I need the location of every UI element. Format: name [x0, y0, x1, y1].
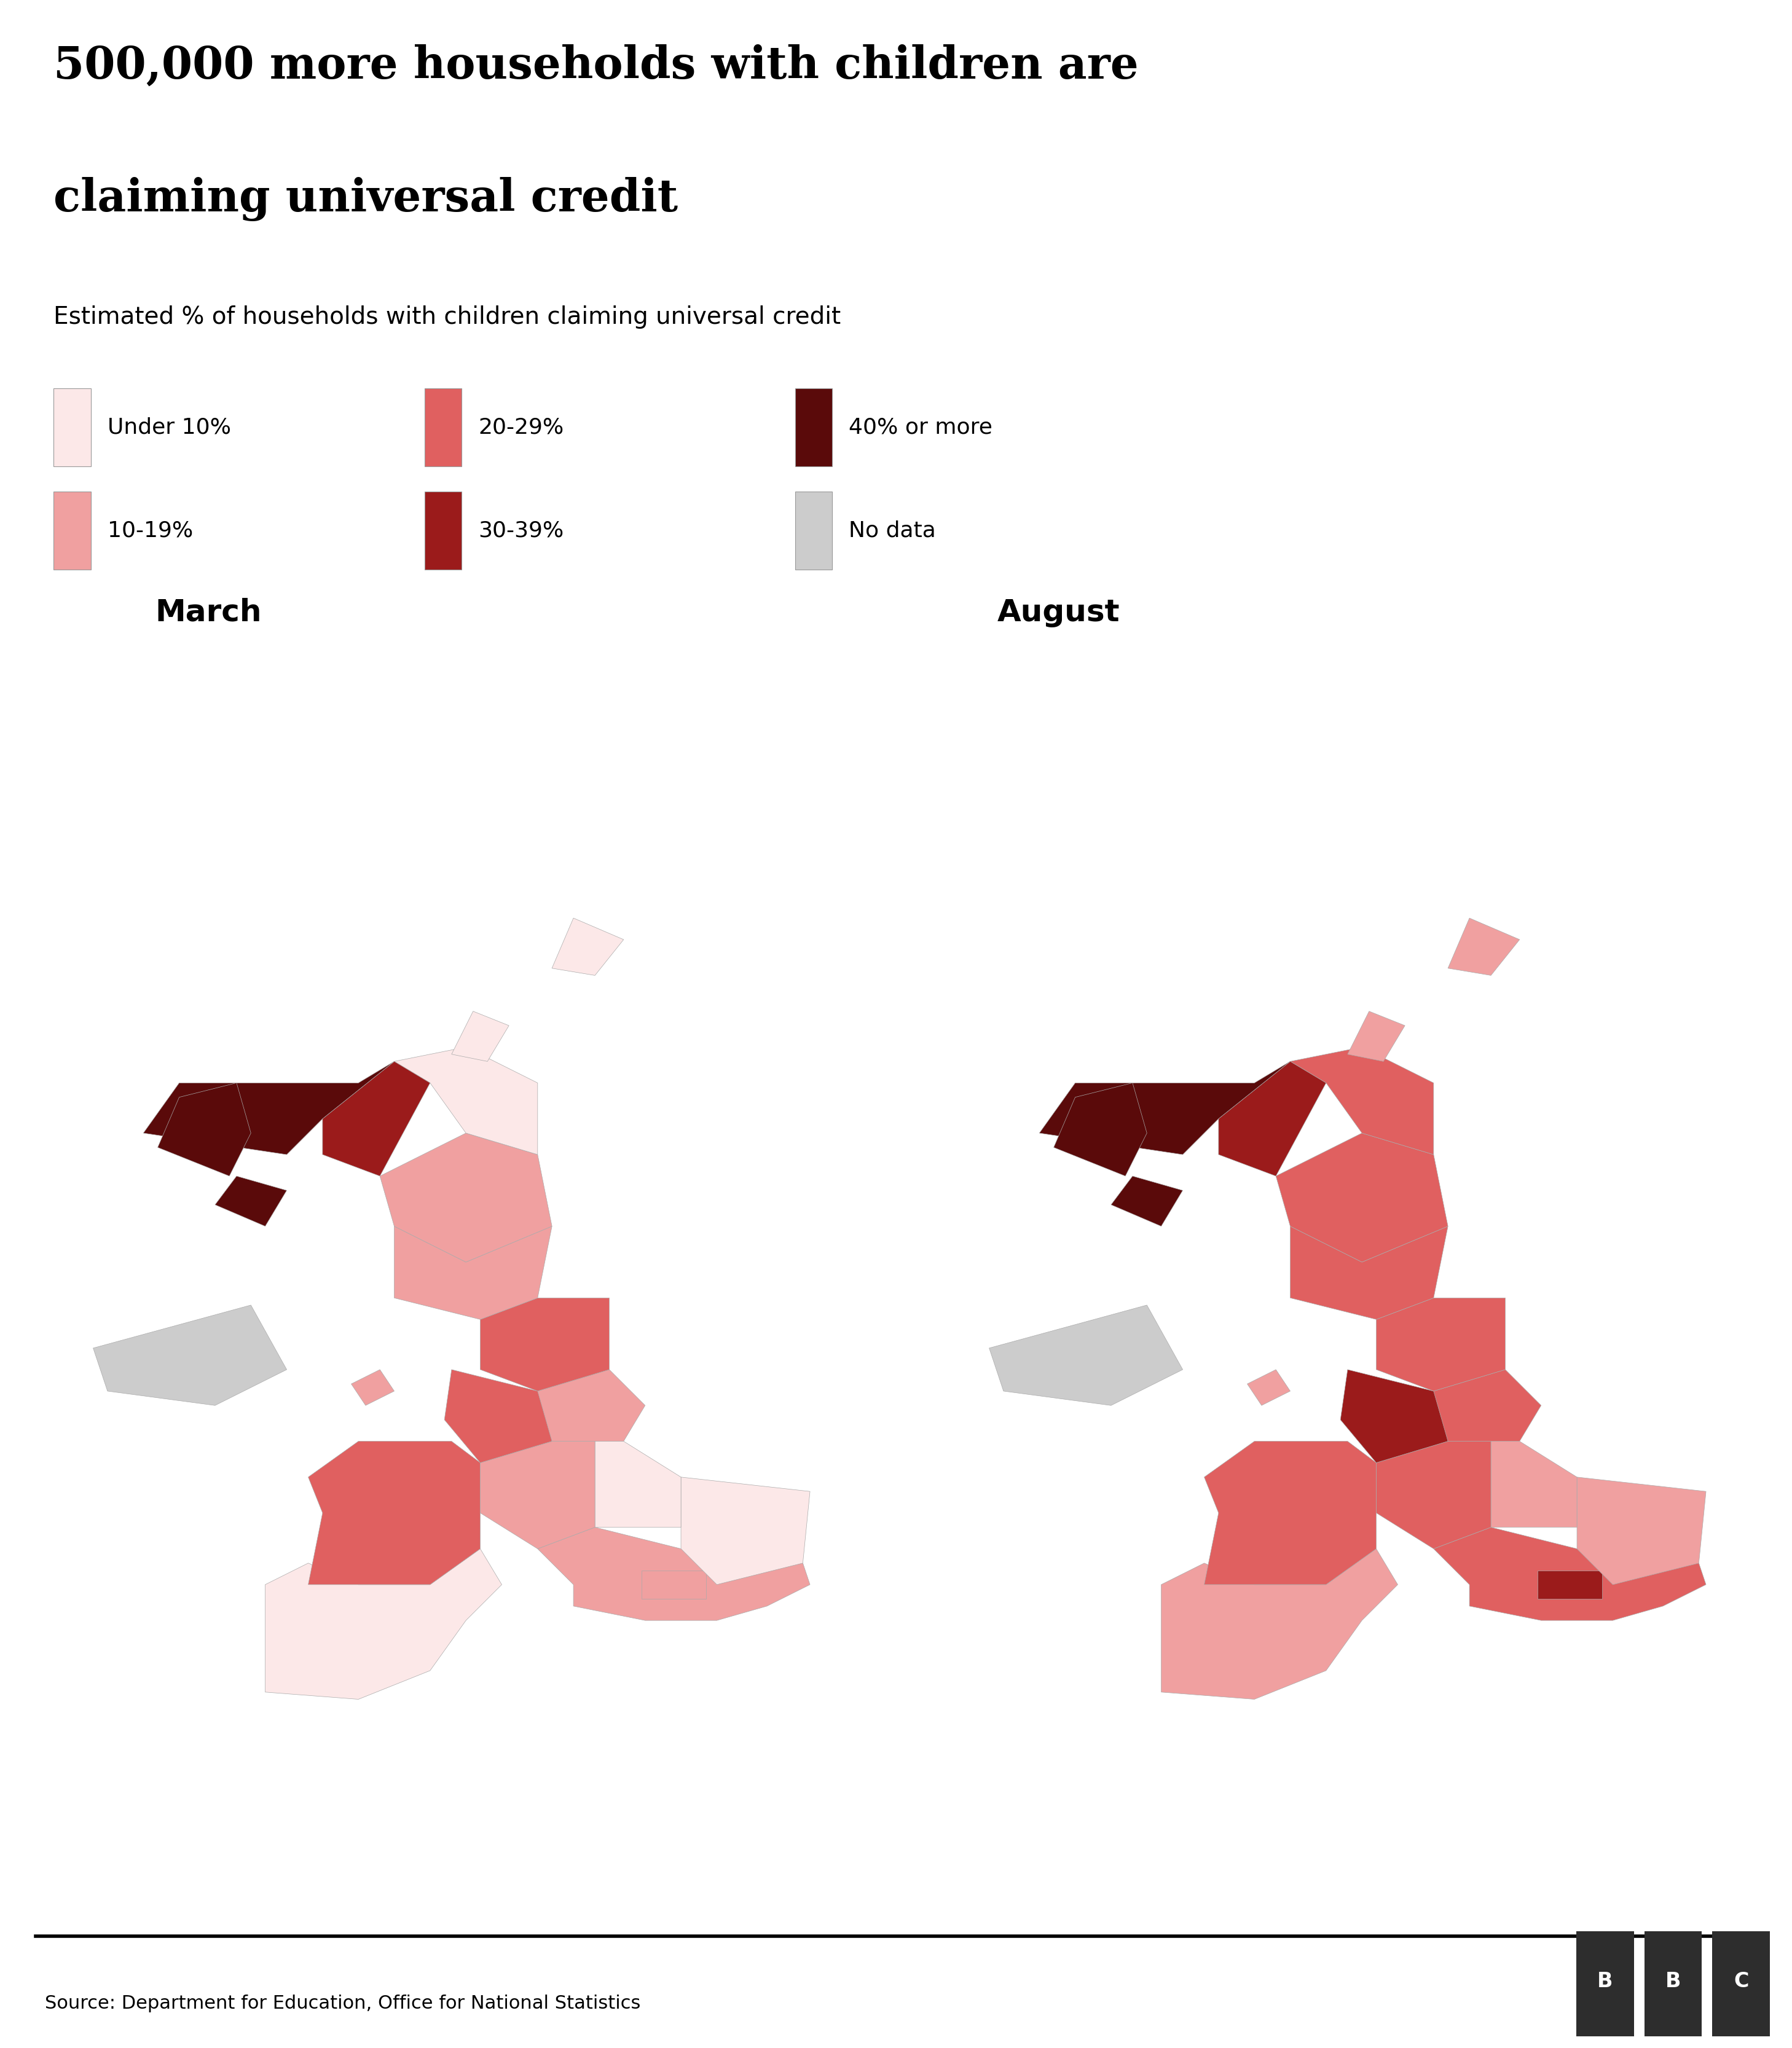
Polygon shape — [1448, 918, 1520, 975]
Polygon shape — [1290, 1227, 1448, 1319]
Polygon shape — [444, 1370, 552, 1462]
Polygon shape — [1340, 1370, 1448, 1462]
Polygon shape — [1161, 1548, 1398, 1700]
Polygon shape — [265, 1548, 502, 1700]
Polygon shape — [380, 1133, 552, 1262]
Polygon shape — [1348, 1012, 1405, 1061]
Polygon shape — [538, 1528, 810, 1620]
Text: 10-19%: 10-19% — [108, 520, 194, 541]
Polygon shape — [1054, 1083, 1147, 1176]
FancyBboxPatch shape — [54, 389, 91, 467]
FancyBboxPatch shape — [1577, 1931, 1634, 2036]
Polygon shape — [1219, 1061, 1326, 1176]
Text: Estimated % of households with children claiming universal credit: Estimated % of households with children … — [54, 305, 840, 328]
Polygon shape — [1376, 1298, 1505, 1391]
Text: No data: No data — [849, 520, 935, 541]
Polygon shape — [394, 1047, 538, 1155]
Polygon shape — [323, 1061, 430, 1176]
Text: Source: Department for Education, Office for National Statistics: Source: Department for Education, Office… — [45, 1995, 640, 2013]
Text: 30-39%: 30-39% — [478, 520, 564, 541]
Polygon shape — [681, 1477, 810, 1585]
Polygon shape — [1434, 1528, 1706, 1620]
FancyBboxPatch shape — [425, 389, 461, 467]
Polygon shape — [1290, 1047, 1434, 1155]
Polygon shape — [1039, 1061, 1290, 1155]
Polygon shape — [1111, 1176, 1183, 1227]
Text: 500,000 more households with children are: 500,000 more households with children ar… — [54, 43, 1140, 88]
FancyBboxPatch shape — [1713, 1931, 1770, 2036]
Polygon shape — [308, 1442, 480, 1585]
Polygon shape — [1276, 1133, 1448, 1262]
Polygon shape — [1491, 1442, 1577, 1528]
Polygon shape — [1577, 1477, 1706, 1585]
Polygon shape — [595, 1442, 681, 1528]
FancyBboxPatch shape — [425, 492, 461, 569]
Polygon shape — [93, 1305, 287, 1405]
Polygon shape — [538, 1370, 645, 1442]
Polygon shape — [1247, 1370, 1290, 1405]
FancyBboxPatch shape — [54, 492, 91, 569]
Polygon shape — [351, 1370, 394, 1405]
FancyBboxPatch shape — [796, 492, 831, 569]
Text: August: August — [996, 598, 1120, 627]
Text: 40% or more: 40% or more — [849, 418, 993, 438]
Polygon shape — [480, 1298, 609, 1391]
Polygon shape — [1204, 1442, 1376, 1585]
Polygon shape — [1434, 1370, 1541, 1442]
Polygon shape — [1376, 1442, 1491, 1548]
FancyBboxPatch shape — [1645, 1931, 1702, 2036]
Text: claiming universal credit: claiming universal credit — [54, 176, 677, 221]
Polygon shape — [143, 1061, 394, 1155]
Text: B: B — [1597, 1970, 1613, 1991]
Polygon shape — [1538, 1571, 1602, 1599]
Polygon shape — [158, 1083, 251, 1176]
Polygon shape — [452, 1012, 509, 1061]
Text: C: C — [1733, 1970, 1749, 1991]
FancyBboxPatch shape — [796, 389, 831, 467]
Text: March: March — [154, 598, 262, 627]
Polygon shape — [215, 1176, 287, 1227]
Text: 20-29%: 20-29% — [478, 418, 564, 438]
Polygon shape — [480, 1442, 595, 1548]
Polygon shape — [552, 918, 624, 975]
Text: B: B — [1665, 1970, 1681, 1991]
Polygon shape — [989, 1305, 1183, 1405]
Polygon shape — [394, 1227, 552, 1319]
Text: Under 10%: Under 10% — [108, 418, 231, 438]
Polygon shape — [642, 1571, 706, 1599]
